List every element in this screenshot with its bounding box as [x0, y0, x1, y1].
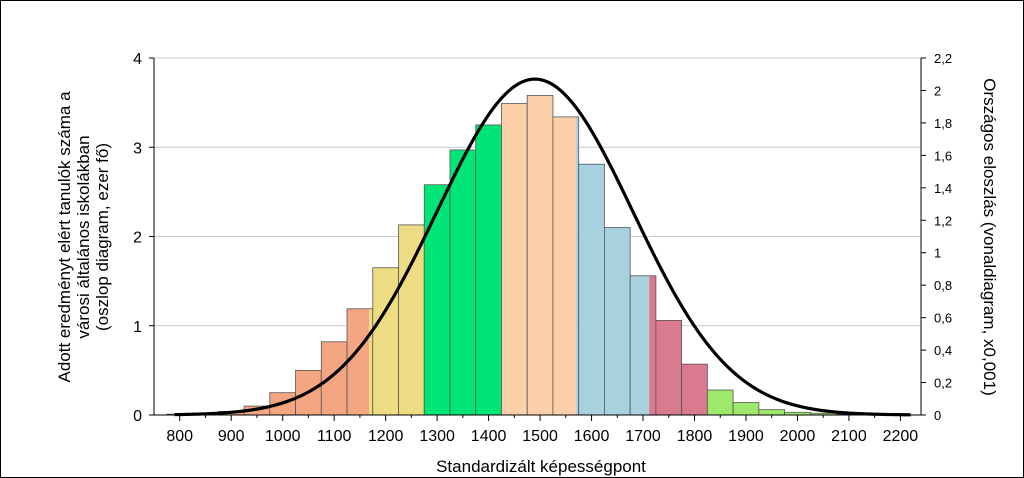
left-y-tick-label: 2: [133, 230, 142, 247]
right-y-axis-title: Országos eloszlás (vonaldiagram, x0,001): [980, 78, 999, 395]
x-axis-title: Standardizált képességpont: [436, 457, 646, 476]
right-y-tick-label: 2: [934, 83, 941, 98]
bar: [449, 149, 477, 416]
x-tick-label: 2000: [780, 428, 816, 445]
bar-segment: [649, 275, 656, 415]
x-tick-label: 900: [218, 428, 245, 445]
left-y-axis-title: Adott eredményt elért tanulók száma avár…: [55, 91, 112, 383]
left-y-tick-label: 1: [133, 319, 142, 336]
left-y-axis-title-line: Adott eredményt elért tanulók száma a: [55, 91, 74, 383]
bar-segment: [576, 116, 579, 415]
bar: [475, 124, 502, 416]
bar: [320, 341, 348, 416]
bar-segment: [369, 308, 373, 415]
x-tick-label: 1400: [471, 428, 507, 445]
right-y-tick-label: 1: [934, 246, 941, 261]
bar: [758, 409, 785, 416]
bar: [501, 103, 528, 416]
bar-segment: [347, 308, 370, 415]
x-tick-label: 1600: [574, 428, 610, 445]
x-tick-label: 1200: [368, 428, 404, 445]
right-y-tick-label: 0,4: [934, 343, 952, 358]
bar: [372, 267, 399, 416]
bar-segment: [630, 275, 650, 415]
x-tick-label: 1700: [625, 428, 661, 445]
x-tick-label: 1500: [522, 428, 558, 445]
right-y-tick-label: 1,2: [934, 213, 952, 228]
x-tick-label: 1000: [265, 428, 301, 445]
x-tick-label: 1800: [677, 428, 713, 445]
bar-segment: [552, 116, 577, 415]
left-y-axis-title-line: (oszlop diagram, ezer fő): [93, 143, 112, 331]
right-y-tick-label: 1,8: [934, 116, 952, 131]
bar: [604, 227, 631, 416]
x-tick-label: 1900: [728, 428, 764, 445]
right-y-tick-label: 1,6: [934, 148, 952, 163]
bar: [681, 363, 708, 416]
bar: [578, 163, 605, 416]
x-tick-label: 800: [166, 428, 193, 445]
bar: [655, 319, 683, 416]
x-tick-label: 2200: [883, 428, 919, 445]
right-y-tick-label: 2,2: [934, 51, 952, 66]
bar: [706, 389, 734, 416]
left-y-tick-label: 3: [133, 140, 142, 157]
right-y-tick-label: 0,2: [934, 376, 952, 391]
left-y-tick-label: 0: [133, 408, 142, 425]
bar: [526, 95, 554, 416]
left-y-axis-title-line: városi általános iskolákban: [74, 135, 93, 338]
right-y-tick-label: 0,6: [934, 311, 952, 326]
left-y-tick-label: 4: [133, 51, 142, 68]
x-tick-label: 2100: [831, 428, 867, 445]
bar: [398, 224, 425, 416]
right-y-tick-label: 0,8: [934, 278, 952, 293]
x-tick-label: 1100: [317, 428, 352, 445]
right-y-tick-label: 0: [934, 408, 941, 423]
right-y-tick-label: 1,4: [934, 181, 952, 196]
distribution-line: [174, 77, 911, 417]
bar: [732, 402, 760, 416]
x-tick-label: 1300: [419, 428, 455, 445]
bar: [423, 184, 451, 416]
